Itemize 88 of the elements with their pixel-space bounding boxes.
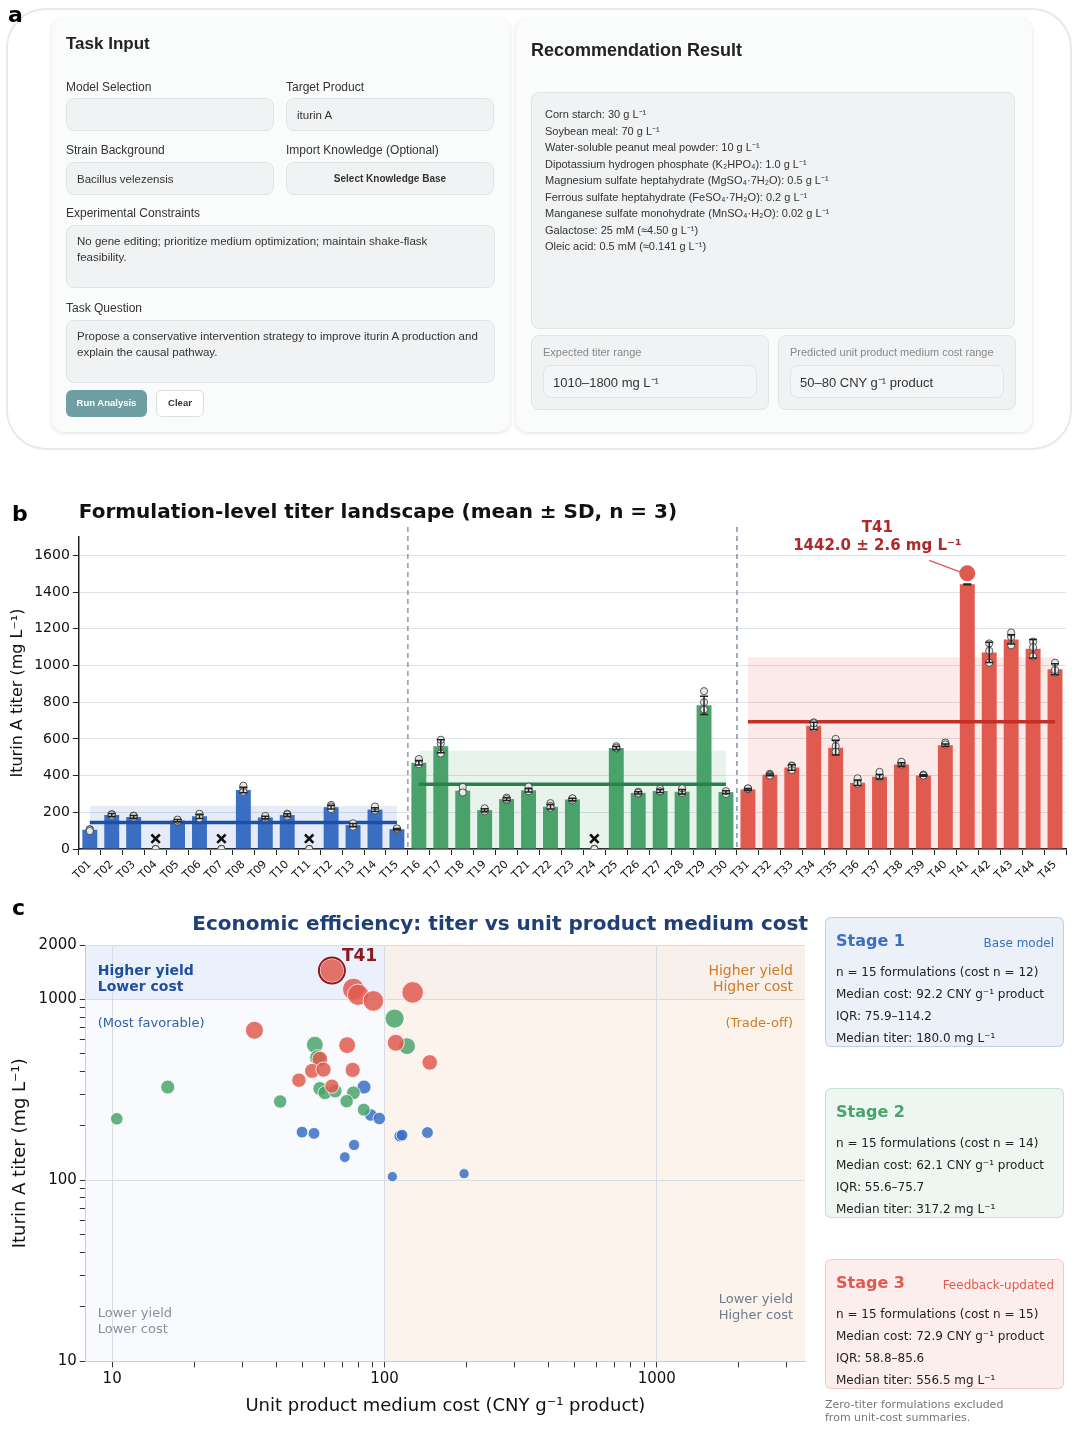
x-tick-label: T19 — [464, 857, 489, 883]
x-tick-label: T38 — [881, 857, 906, 883]
x-tick-label: T34 — [793, 857, 818, 883]
text: Predicted unit product medium cost range — [790, 346, 994, 358]
text: n = 15 formulations (cost n = 12) — [836, 965, 1039, 979]
x-tick-label: T35 — [815, 857, 840, 883]
y-tick-label: 100 — [48, 1170, 77, 1189]
y-tick-label: 2000 — [38, 934, 77, 953]
x-tick-label: T21 — [508, 857, 533, 883]
text: Model Selection — [66, 80, 152, 94]
text: Corn starch: 30 g L⁻¹ Soybean meal: 70 g L⁻¹ Water-soluble peanut meal powder: 10 g L⁻¹ Dipotassium hydrogen phosphate (K₂HPO₄): 1.0 g L⁻¹ Magnesium sulfate heptahydrate (MgSO₄·7H₂O): 0.5 g L⁻¹ Ferrous sulfate heptahydrate (FeSO₄·7H₂O): 0.2 g L⁻¹ Manganese sulfate monohydrate (MnSO₄·H₂O): 0.02 g L⁻¹ Galactose: 25 mM (≈4.50 g L⁻¹) Oleic acid: 0.5 mM (≈0.141 g L⁻¹) — [545, 108, 830, 252]
text: Select Knowledge Base — [332, 172, 448, 186]
text: n = 15 formulations (cost n = 15) — [836, 1307, 1039, 1321]
y-tick-label: 1200 — [34, 619, 70, 636]
text: Median titer: 180.0 mg L⁻¹ — [836, 1031, 996, 1045]
text: Median titer: 556.5 mg L⁻¹ — [836, 1373, 996, 1387]
text: Stage 1 — [836, 931, 905, 950]
annotation: Lower yield Higher cost — [718, 1291, 793, 1323]
annotation: Lower yield Lower cost — [97, 1305, 173, 1337]
annotation: T41 — [341, 944, 378, 965]
text: b — [12, 501, 28, 526]
y-tick-label: 1600 — [34, 545, 70, 562]
x-tick-label: T05 — [157, 857, 182, 883]
annotation: T41 1442.0 ± 2.6 mg L⁻¹ — [793, 518, 962, 555]
x-tick-label: 100 — [370, 1369, 399, 1388]
text: Feedback-updated — [942, 1278, 1054, 1292]
text: Median cost: 72.9 CNY g⁻¹ product — [836, 1329, 1044, 1343]
text: Target Product — [286, 80, 365, 94]
y-tick-label: 200 — [43, 802, 70, 819]
x-tick-label: T06 — [179, 857, 204, 883]
y-tick-label: 1400 — [34, 582, 70, 599]
text: No gene editing; prioritize medium optimization; maintain shake-flask feasibility. — [77, 234, 429, 265]
x-tick-label: T02 — [91, 857, 116, 883]
text: Stage 3 — [836, 1273, 905, 1292]
y-tick-label: 0 — [60, 839, 70, 856]
x-tick-label: T37 — [859, 857, 884, 883]
annotation: (Most favorable) — [97, 1015, 205, 1030]
text: Clear — [167, 397, 193, 410]
x-tick-label: T04 — [135, 857, 160, 883]
x-tick-label: T18 — [442, 857, 467, 883]
text: Zero-titer formulations excluded from unit-cost summaries. — [825, 1398, 1005, 1424]
x-tick-label: T17 — [420, 857, 445, 883]
chart-title: Formulation-level titer landscape (mean ± SD, n = 3) — [78, 499, 678, 524]
x-tick-label: T03 — [113, 857, 138, 883]
y-axis-title: Iturin A titer (mg L⁻¹) — [8, 1058, 30, 1249]
y-axis-title: Iturin A titer (mg L⁻¹) — [6, 608, 26, 778]
x-tick-label: T20 — [486, 857, 511, 883]
y-tick-label: 1000 — [38, 989, 77, 1008]
text: Strain Background — [66, 143, 165, 157]
text: Base model — [983, 936, 1054, 950]
text: IQR: 75.9–114.2 — [836, 1009, 932, 1023]
chart-title: Economic efficiency: titer vs unit product medium cost — [192, 911, 809, 936]
x-tick-label: T01 — [69, 857, 94, 883]
text: IQR: 55.6–75.7 — [836, 1180, 925, 1194]
y-tick-label: 800 — [43, 692, 70, 709]
text: Median cost: 62.1 CNY g⁻¹ product — [836, 1158, 1044, 1172]
text: a — [8, 2, 23, 27]
text: 50–80 CNY g⁻¹ product — [800, 374, 934, 392]
y-tick-label: 600 — [43, 729, 70, 746]
y-tick-label: 400 — [43, 766, 70, 783]
text: c — [12, 895, 26, 920]
text: Median cost: 92.2 CNY g⁻¹ product — [836, 987, 1044, 1001]
text: Experimental Constraints — [66, 206, 201, 220]
text: IQR: 58.8–85.6 — [836, 1351, 925, 1365]
annotation: Higher yield Lower cost — [97, 962, 194, 994]
x-tick-label: 1000 — [637, 1369, 676, 1388]
text: Task Input — [66, 34, 150, 54]
text: Propose a conservative intervention strategy to improve iturin A production and explain the causal pathway. — [77, 329, 479, 360]
annotation: Higher yield Higher cost — [708, 962, 794, 994]
y-tick-label: 10 — [57, 1351, 77, 1370]
text: Bacillus velezensis — [77, 172, 174, 187]
y-tick-label: 1000 — [34, 656, 70, 673]
annotation: (Trade-off) — [725, 1015, 793, 1030]
text: 1010–1800 mg L⁻¹ — [553, 374, 659, 392]
text: iturin A — [297, 108, 333, 123]
x-tick-label: T36 — [837, 857, 862, 883]
x-tick-label: T33 — [771, 857, 796, 883]
text: Import Knowledge (Optional) — [286, 143, 439, 157]
text: Run Analysis — [75, 397, 138, 410]
x-tick-label: T22 — [530, 857, 555, 883]
text: n = 15 formulations (cost n = 14) — [836, 1136, 1039, 1150]
text: Expected titer range — [543, 346, 642, 358]
x-axis-title: Unit product medium cost (CNY g⁻¹ product) — [245, 1393, 646, 1415]
text: Stage 2 — [836, 1102, 905, 1121]
text: Task Question — [66, 301, 143, 315]
x-tick-label: 10 — [102, 1369, 122, 1388]
text: Median titer: 317.2 mg L⁻¹ — [836, 1202, 996, 1216]
text: Recommendation Result — [531, 40, 743, 61]
